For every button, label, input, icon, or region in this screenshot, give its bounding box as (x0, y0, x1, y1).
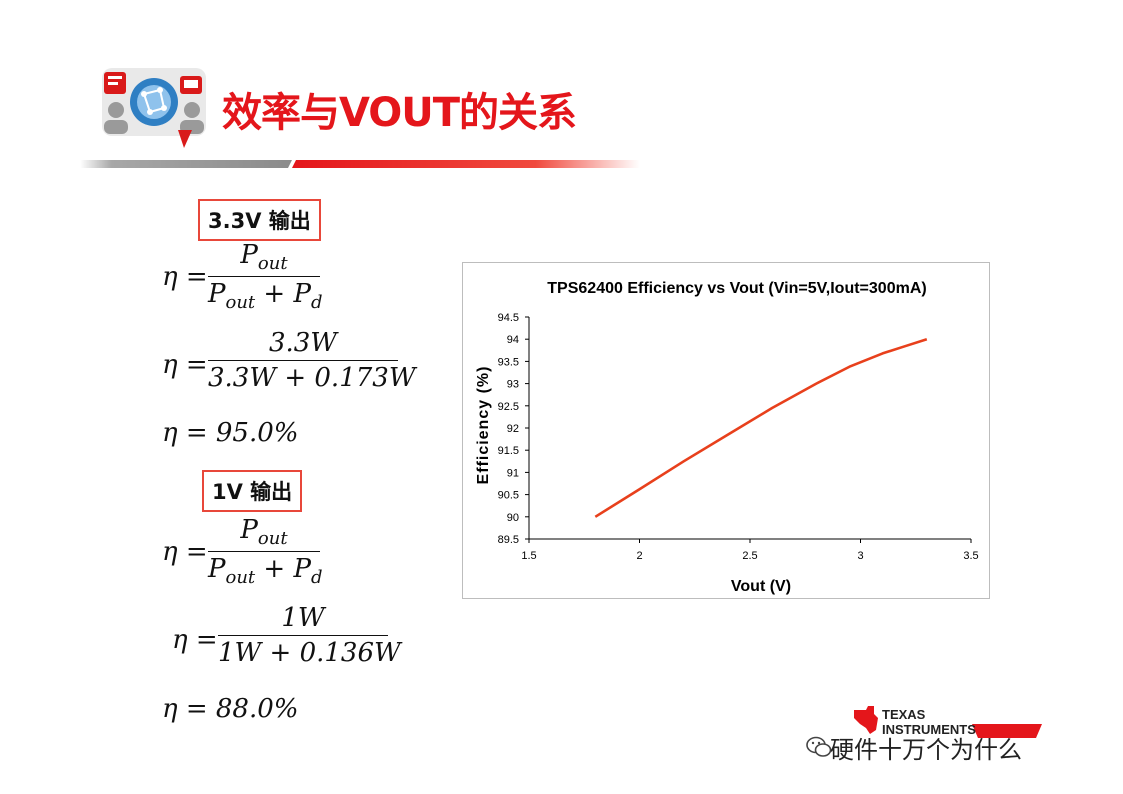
x-tick-label: 3.5 (963, 550, 978, 562)
eq-lhs: η = (162, 537, 208, 567)
series-line (594, 337, 928, 518)
page-number: 4 (1014, 716, 1020, 727)
eq-numerator: 3.3W (268, 328, 338, 358)
eq-fraction: 3.3W 3.3W + 0.173W (208, 328, 416, 393)
chart-plot-area (594, 337, 928, 518)
y-tick-label: 90.5 (498, 490, 519, 502)
x-tick-label: 3 (857, 550, 863, 562)
eq-fraction: 1W 1W + 0.136W (218, 603, 401, 668)
y-tick-label: 92 (507, 423, 519, 435)
eq-den-a: P (208, 279, 226, 310)
eq-fraction: Pout Pout + Pd (208, 515, 323, 589)
eq-numerator: 1W (281, 603, 325, 633)
chart-title: TPS62400 Efficiency vs Vout (Vin=5V,Iout… (547, 280, 926, 297)
brand-line-2: INSTRUMENTS (882, 722, 976, 737)
eq-fraction: Pout Pout + Pd (208, 240, 323, 314)
page-title: 效率与VOUT的关系 (222, 90, 577, 136)
x-tick-label: 2.5 (742, 550, 757, 562)
eq-lhs: η = (162, 262, 208, 292)
eq-den-a-sub: out (225, 567, 256, 589)
eq-den-b-sub: d (311, 567, 323, 589)
y-tick-label: 91.5 (498, 445, 519, 457)
wechat-icon (806, 736, 832, 757)
result-3v3: η = 95.0% (162, 418, 299, 448)
chart-axes: 89.5 90 90.5 91 91.5 92 92.5 93 93.5 94 94.5 1.5 2 2.… (498, 312, 979, 562)
equation-1v-general: η = Pout Pout + Pd (162, 515, 332, 591)
title-underline (80, 160, 640, 168)
eq-numerator-sub: out (257, 253, 288, 275)
watermark-text: 硬件十万个为什么 (830, 736, 1022, 764)
efficiency-chart: TPS62400 Efficiency vs Vout (Vin=5V,Iout… (462, 262, 990, 599)
y-tick-label: 94.5 (498, 312, 519, 324)
y-tick-label: 90 (507, 512, 519, 524)
eq-den-b: P (293, 554, 312, 585)
eq-denominator: 1W + 0.136W (218, 638, 401, 668)
equation-3v3-values: η = 3.3W 3.3W + 0.173W (162, 328, 416, 398)
label-1v-output: 1V 输出 (202, 470, 303, 512)
chart-xlabel: Vout (V) (731, 578, 791, 595)
texas-instruments-logo: TEXAS INSTRUMENTS (854, 706, 1042, 738)
eq-numerator-sub: out (257, 528, 288, 550)
y-tick-label: 93.5 (498, 356, 519, 368)
equation-3v3-general: η = Pout Pout + Pd (162, 240, 332, 316)
brand-line-1: TEXAS (882, 707, 926, 722)
label-3v3-output: 3.3V 输出 (198, 199, 321, 241)
y-tick-label: 94 (507, 334, 519, 346)
eq-denominator: 3.3W + 0.173W (208, 363, 416, 393)
eq-den-a: P (208, 554, 226, 585)
eq-den-b: P (293, 279, 312, 310)
chart-ylabel: Efficiency (%) (475, 366, 492, 485)
eq-numerator: P (240, 515, 258, 545)
equation-1v-values: η = 1W 1W + 0.136W (172, 603, 402, 673)
y-tick-label: 91 (507, 467, 519, 479)
x-tick-label: 2 (636, 550, 642, 562)
eq-den-b-sub: d (311, 292, 323, 314)
chart-canvas: TPS62400 Efficiency vs Vout (Vin=5V,Iout… (475, 280, 979, 595)
eq-numerator: P (240, 240, 258, 270)
eq-den-op: + (255, 279, 294, 310)
eq-den-a-sub: out (225, 292, 256, 314)
y-tick-label: 93 (507, 379, 519, 391)
y-tick-label: 92.5 (498, 401, 519, 413)
y-tick-label: 89.5 (498, 534, 519, 546)
eq-lhs: η = (162, 350, 208, 380)
result-1v: η = 88.0% (162, 694, 299, 724)
header-logo-icon (102, 68, 206, 148)
eq-lhs: η = (172, 625, 218, 655)
x-tick-label: 1.5 (521, 550, 536, 562)
eq-den-op: + (255, 554, 294, 585)
